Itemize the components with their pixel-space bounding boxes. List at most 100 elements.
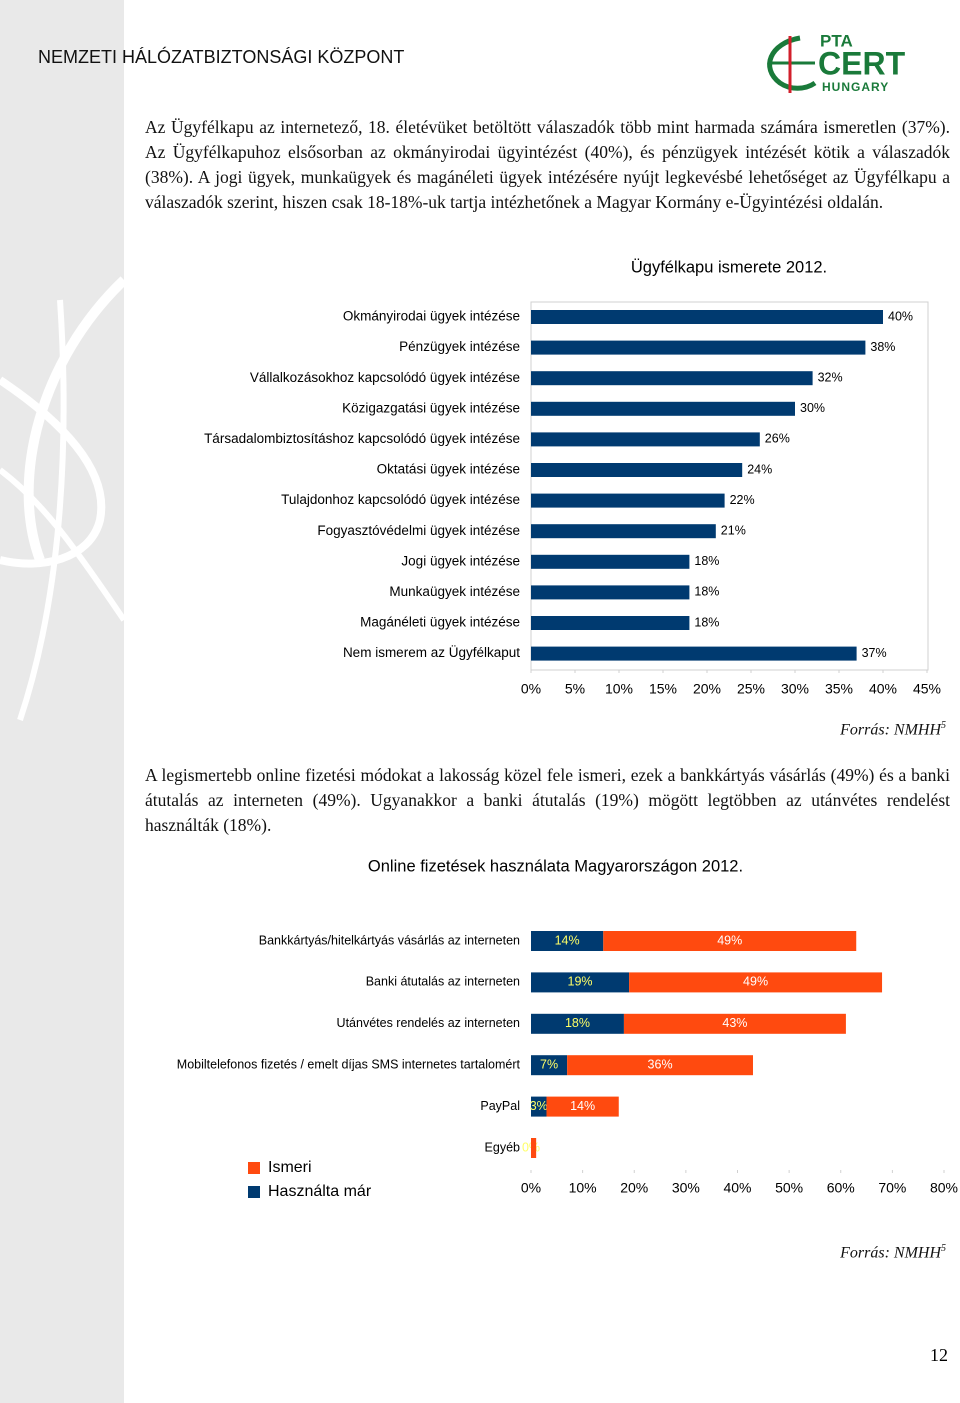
paragraph: A legismertebb online fizetési módokat a… xyxy=(145,765,950,835)
bar-segment xyxy=(531,1055,568,1076)
value-label: 40% xyxy=(888,309,913,323)
x-tick-label: 40% xyxy=(723,1180,751,1196)
header-title: NEMZETI HÁLÓZATBIZTONSÁGI KÖZPONT xyxy=(38,47,405,67)
bar xyxy=(531,524,716,539)
category-label: Tulajdonhoz kapcsolódó ügyek intézése xyxy=(281,492,520,507)
category-label: Fogyasztóvédelmi ügyek intézése xyxy=(317,523,520,538)
x-tick-label: 10% xyxy=(605,681,633,697)
category-label: Utánvétes rendelés az interneten xyxy=(337,1016,520,1030)
value-label: 32% xyxy=(818,370,843,384)
bar-segment xyxy=(603,931,857,951)
category-label: PayPal xyxy=(480,1099,520,1113)
value-label: 14% xyxy=(570,1099,595,1113)
bar xyxy=(531,401,795,416)
bar-segment xyxy=(531,1138,537,1158)
logo-sub: HUNGARY xyxy=(822,80,889,94)
plot-frame xyxy=(530,301,929,671)
logo-top: PTA xyxy=(820,31,853,50)
source: Forrás: NMHH5 xyxy=(840,1243,946,1262)
bar xyxy=(531,616,690,630)
bar xyxy=(531,585,690,600)
source-text: Forrás: NMHH xyxy=(840,721,941,739)
x-tick-label: 0% xyxy=(521,1180,541,1196)
value-label: 38% xyxy=(870,340,895,354)
value-label: 7% xyxy=(540,1057,558,1071)
x-tick-label: 60% xyxy=(827,1180,855,1196)
bar xyxy=(531,371,813,386)
bar-segment xyxy=(531,1013,624,1034)
source: Forrás: NMHH5 xyxy=(840,720,946,739)
bar xyxy=(531,646,857,661)
value-label: 24% xyxy=(747,462,772,476)
value-label: 18% xyxy=(694,585,719,599)
x-tick-label: 70% xyxy=(878,1180,906,1196)
value-label: 37% xyxy=(862,646,887,660)
legend-swatch xyxy=(248,1186,260,1198)
x-tick-label: 10% xyxy=(569,1180,597,1196)
value-label: 18% xyxy=(694,554,719,568)
value-label: 19% xyxy=(568,975,593,989)
value-label: 49% xyxy=(743,975,768,989)
logo: PTA CERT HUNGARY xyxy=(767,31,906,94)
x-tick-label: 15% xyxy=(649,681,677,697)
chart-title: Online fizetések használata Magyarország… xyxy=(368,857,743,875)
side-decoration xyxy=(0,0,124,1403)
category-label: Vállalkozásokhoz kapcsolódó ügyek intézé… xyxy=(250,370,520,385)
value-label: 21% xyxy=(721,523,746,537)
bar xyxy=(531,310,883,324)
category-label: Közigazgatási ügyek intézése xyxy=(342,400,520,415)
category-label: Mobiltelefonos fizetés / emelt díjas SMS… xyxy=(177,1057,521,1071)
bar-segment xyxy=(546,1096,619,1117)
bar-segment xyxy=(531,931,604,951)
value-label: 30% xyxy=(800,401,825,415)
category-label: Okmányirodai ügyek intézése xyxy=(343,309,520,324)
category-label: Oktatási ügyek intézése xyxy=(377,462,520,477)
x-tick-label: 0% xyxy=(521,681,541,697)
value-label: 18% xyxy=(565,1016,590,1030)
value-label: 49% xyxy=(717,933,742,947)
value-label: 26% xyxy=(765,432,790,446)
value-label: 36% xyxy=(648,1057,673,1071)
value-label: 3% xyxy=(530,1099,548,1113)
bar xyxy=(531,554,690,569)
value-label: 43% xyxy=(722,1016,747,1030)
bar xyxy=(531,432,760,447)
x-tick-label: 45% xyxy=(913,681,941,697)
x-tick-label: 80% xyxy=(930,1180,958,1196)
category-label: Jogi ügyek intézése xyxy=(401,553,520,568)
category-label: Pénzügyek intézése xyxy=(399,339,520,354)
x-tick-label: 50% xyxy=(775,1180,803,1196)
paragraph: Az Ügyfélkapu az internetező, 18. életév… xyxy=(145,117,950,212)
legend-label: Használta már xyxy=(268,1183,372,1200)
category-label: Magánéleti ügyek intézése xyxy=(360,615,520,630)
x-tick-label: 40% xyxy=(869,681,897,697)
legend-swatch xyxy=(248,1162,260,1174)
legend-label: Ismeri xyxy=(268,1159,312,1176)
chart-title: Ügyfélkapu ismerete 2012. xyxy=(631,258,827,276)
bar-segment xyxy=(623,1013,846,1034)
bar-segment xyxy=(531,972,630,993)
bar xyxy=(531,463,743,477)
page-number: 12 xyxy=(930,1345,948,1365)
value-label: 22% xyxy=(730,493,755,507)
bar-segment xyxy=(531,1096,547,1117)
x-tick-label: 30% xyxy=(781,681,809,697)
logo-main: CERT xyxy=(818,45,906,81)
category-label: Munkaügyek intézése xyxy=(389,584,520,599)
category-label: Nem ismerem az Ügyfélkaput xyxy=(343,645,520,660)
category-label: Bankkártyás/hitelkártyás vásárlás az int… xyxy=(259,933,520,947)
bar xyxy=(531,493,725,508)
x-tick-label: 20% xyxy=(620,1180,648,1196)
bar-segment xyxy=(567,1055,753,1076)
x-tick-label: 25% xyxy=(737,681,765,697)
x-tick-label: 30% xyxy=(672,1180,700,1196)
x-tick-label: 20% xyxy=(693,681,721,697)
x-tick-label: 5% xyxy=(565,681,585,697)
category-label: Egyéb xyxy=(485,1140,520,1154)
source-text: Forrás: NMHH xyxy=(840,1244,941,1262)
value-label: 14% xyxy=(555,933,580,947)
bar xyxy=(531,340,866,355)
bar-segment xyxy=(629,972,883,993)
